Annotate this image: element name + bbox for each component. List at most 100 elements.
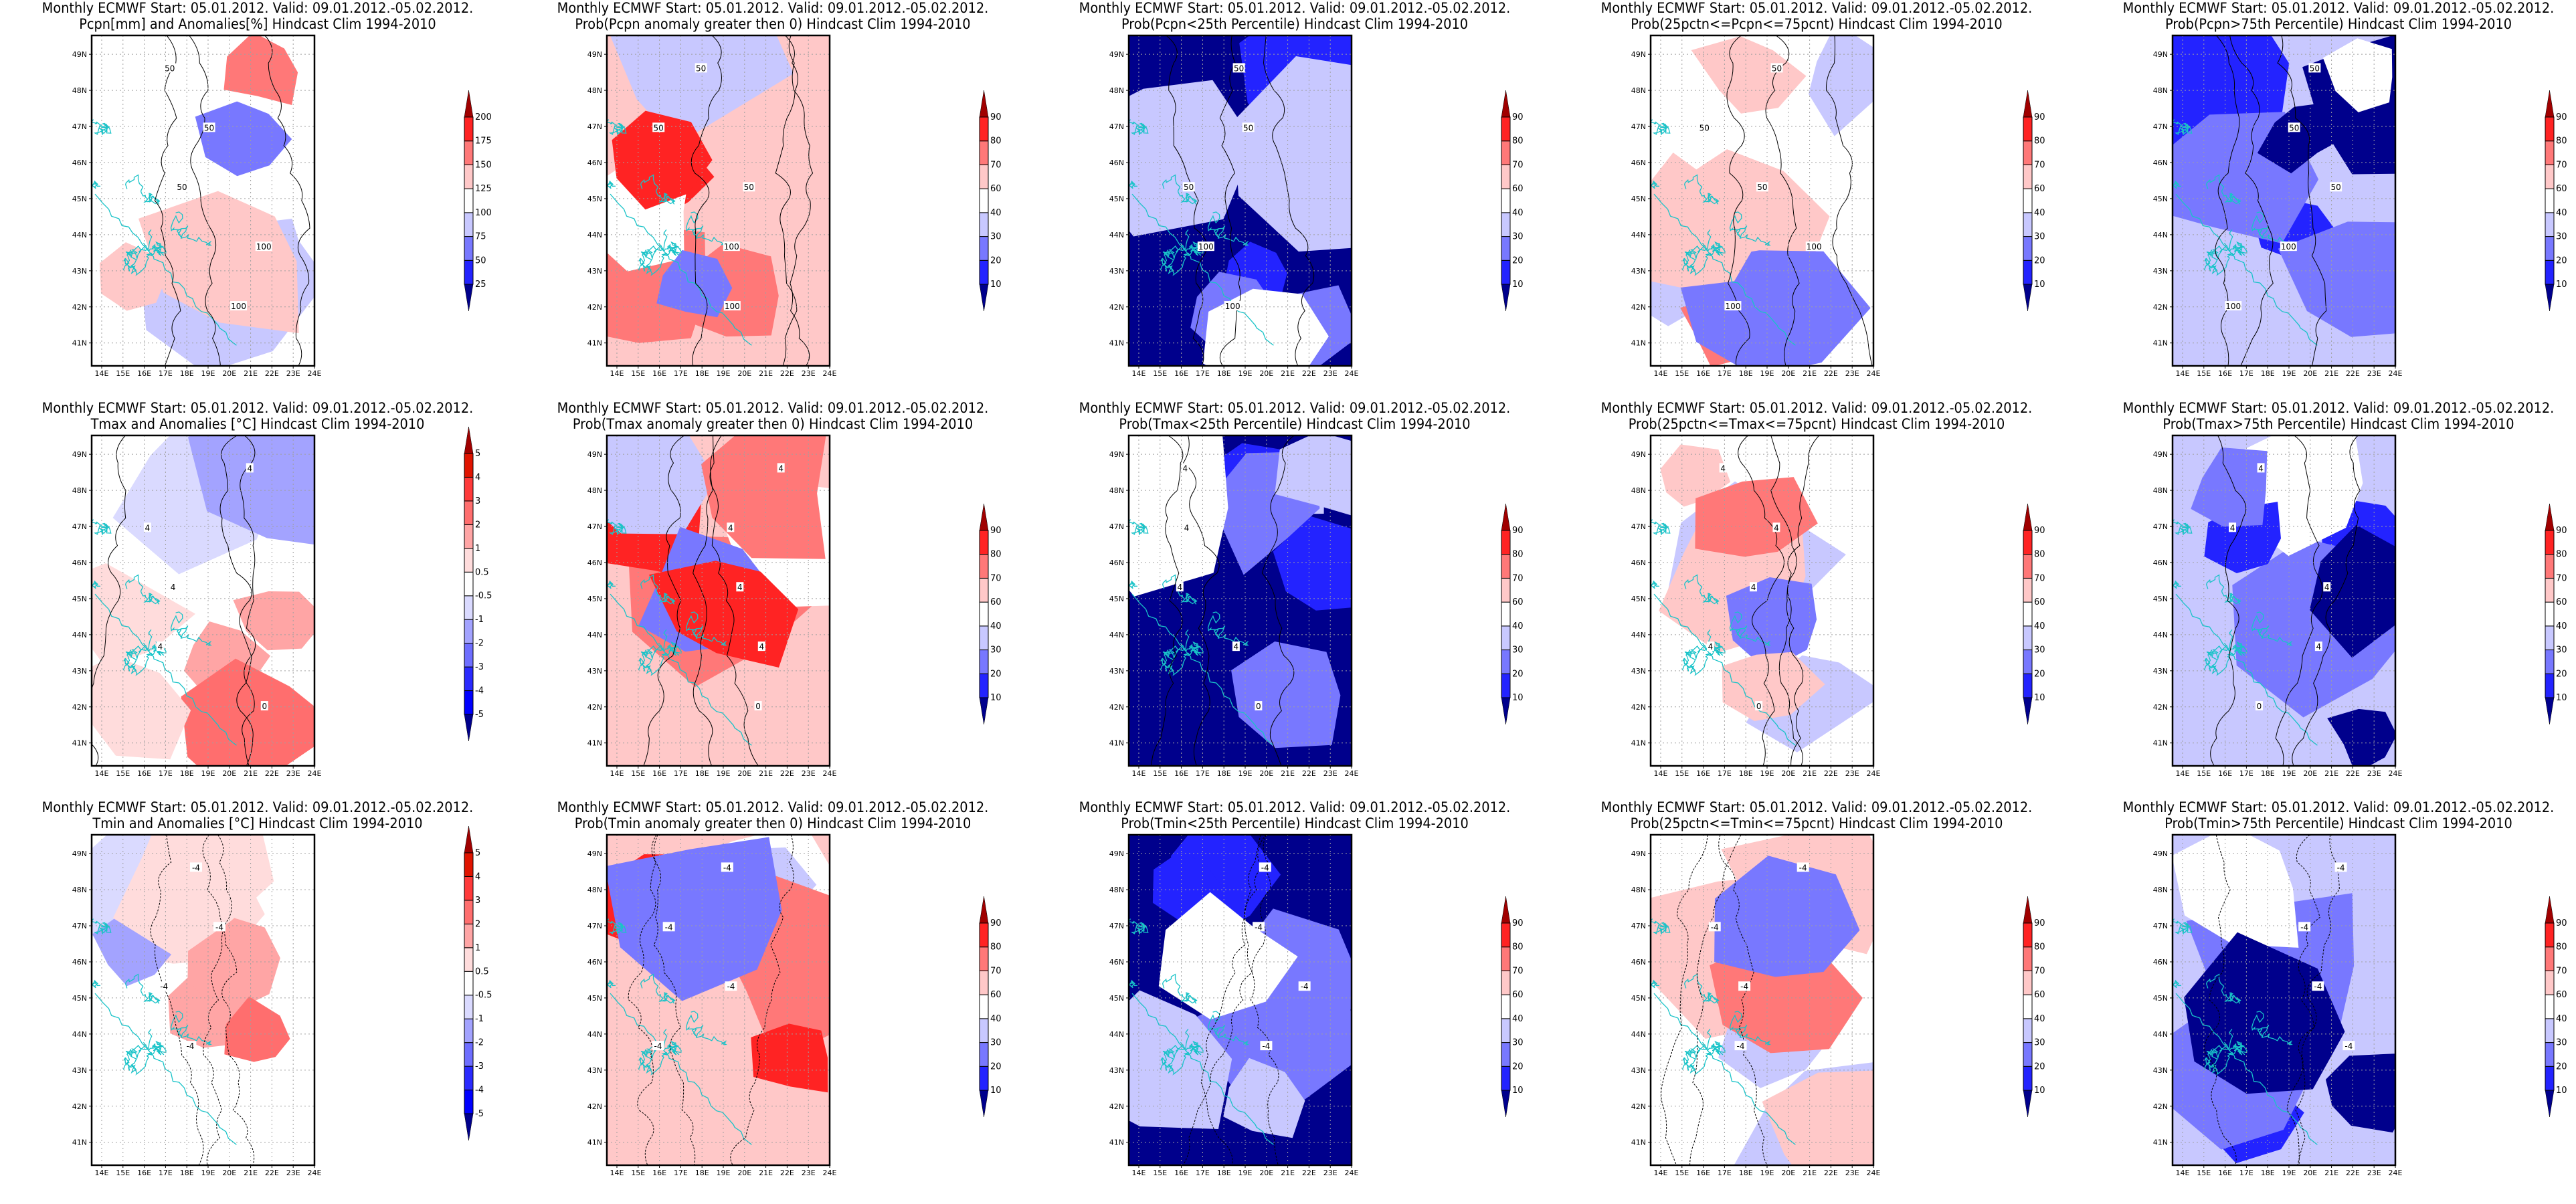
colorbar-segment	[464, 619, 474, 644]
colorbar-label: 90	[990, 112, 1002, 122]
colorbar-label: -4	[475, 686, 484, 696]
contour-label-bg	[1755, 701, 1763, 711]
y-tick-label: 41N	[587, 1138, 602, 1147]
colorbar-segment	[2545, 140, 2555, 165]
colorbar-segment	[1501, 625, 1511, 651]
colorbar-label: 40	[2034, 621, 2045, 631]
colorbar-label: 40	[1512, 621, 1524, 631]
colorbar: -5 -4 -3 -2 -1 -0.5 0.5 1 2 3 4 5	[464, 426, 492, 742]
x-tick-label: 19E	[2282, 769, 2296, 778]
y-tick-label: 42N	[1109, 1102, 1124, 1111]
x-tick-label: 14E	[1654, 769, 1668, 778]
y-tick-label: 47N	[587, 522, 602, 531]
country-border	[2211, 629, 2237, 676]
colorbar-segment	[979, 673, 989, 698]
x-tick-label: 14E	[610, 1169, 624, 1177]
colorbar: 10 20 30 40 60 70 80 90	[2023, 90, 2045, 312]
x-tick-label: 17E	[159, 769, 173, 778]
x-tick-label: 22E	[2346, 369, 2360, 378]
colorbar-label: 4	[475, 872, 480, 882]
field-layer	[607, 435, 830, 766]
x-tick-label: 18E	[695, 769, 709, 778]
field-shade	[1714, 856, 1860, 977]
colorbar-label: 75	[475, 232, 486, 242]
title-line-1: Monthly ECMWF Start: 05.01.2012. Valid: …	[1600, 400, 2033, 416]
contour-label: 0	[1256, 702, 1261, 711]
y-tick-label: 45N	[1109, 195, 1124, 203]
country-border	[130, 629, 156, 676]
plot-frame	[1127, 34, 1353, 367]
colorbar-segment	[464, 500, 474, 525]
y-tick-label: 44N	[1631, 631, 1646, 639]
contour-line	[1166, 35, 1208, 366]
country-border	[1188, 1040, 1204, 1056]
colorbar-label: 40	[1512, 208, 1524, 218]
x-tick-label: 18E	[1739, 769, 1753, 778]
contour-label-bg	[743, 182, 755, 192]
y-tick-label: 43N	[587, 667, 602, 676]
colorbar-segment	[464, 643, 474, 668]
contour-line	[1765, 35, 1800, 366]
colorbar-segment	[1501, 946, 1511, 971]
field-shade	[1695, 477, 1818, 557]
title-line-2: Prob(Tmax>75th Percentile) Hindcast Clim…	[2163, 416, 2514, 432]
field-shade	[181, 658, 314, 766]
colorbar-low-arrow	[979, 284, 989, 312]
contour-label-bg	[757, 641, 765, 651]
x-tick-label: 15E	[2197, 369, 2211, 378]
title-line-1: Monthly ECMWF Start: 05.01.2012. Valid: …	[557, 400, 989, 416]
colorbar-label: 2	[475, 919, 480, 929]
y-tick-label: 43N	[2153, 1066, 2168, 1075]
colorbar-segment	[464, 140, 474, 165]
map-svg: -4 -4 -4 -4 14E 15E 16E 17E 18E 19E 20E 21E 22E 23E 24…	[2153, 833, 2567, 1177]
y-tick-label: 42N	[587, 303, 602, 312]
y-tick-label: 46N	[1631, 958, 1646, 967]
contour-line	[1770, 435, 1803, 766]
contour-line	[92, 435, 126, 766]
colorbar-label: 20	[1512, 669, 1524, 679]
colorbar-segment	[2023, 970, 2033, 995]
x-tick-label: 24E	[1867, 369, 1881, 378]
y-tick-label: 44N	[1631, 231, 1646, 239]
colorbar-segment	[2545, 1042, 2555, 1067]
y-tick-label: 45N	[72, 595, 87, 603]
field-shade	[224, 996, 290, 1062]
contour-label-bg	[2229, 522, 2237, 532]
x-tick-label: 15E	[631, 1169, 645, 1177]
x-tick-label: 20E	[737, 1169, 751, 1177]
colorbar-label: 70	[2034, 573, 2045, 583]
y-tick-label: 44N	[587, 231, 602, 239]
y-tick-label: 48N	[72, 86, 87, 95]
country-border	[1651, 979, 1660, 989]
x-tick-label: 23E	[1845, 369, 1859, 378]
colorbar-label: 40	[990, 621, 1002, 631]
panel-title: Monthly ECMWF Start: 05.01.2012. Valid: …	[515, 0, 1030, 32]
colorbar-segment	[2023, 994, 2033, 1019]
colorbar-label: 90	[2556, 112, 2567, 122]
contour-label: 50	[204, 123, 214, 132]
country-border	[92, 119, 112, 135]
country-border	[1129, 979, 1138, 989]
country-border	[151, 1040, 167, 1056]
contour-label-bg	[1176, 582, 1184, 592]
y-tick-label: 42N	[1631, 303, 1646, 312]
x-tick-label: 24E	[2389, 769, 2403, 778]
x-tick-label: 24E	[2389, 369, 2403, 378]
colorbar-label: -4	[475, 1086, 484, 1096]
colorbar-label: 10	[990, 1086, 1002, 1096]
colorbar-segment	[2545, 188, 2555, 213]
title-line-2: Tmax and Anomalies [°C] Hindcast Clim 19…	[90, 416, 425, 432]
country-border	[2203, 1044, 2227, 1074]
country-border	[122, 245, 147, 275]
contour-label-bg	[1181, 463, 1189, 473]
country-border	[1729, 611, 1771, 646]
contour-label: 0	[262, 702, 267, 711]
x-tick-label: 14E	[2176, 369, 2190, 378]
colorbar: 10 20 30 40 60 70 80 90	[1501, 90, 1524, 312]
x-tick-label: 16E	[1696, 1169, 1710, 1177]
x-tick-label: 19E	[1760, 369, 1774, 378]
colorbar-segment	[464, 1042, 474, 1067]
y-tick-label: 42N	[1631, 703, 1646, 712]
colorbar-label: 10	[1512, 1086, 1524, 1096]
contour-line	[202, 835, 255, 1165]
